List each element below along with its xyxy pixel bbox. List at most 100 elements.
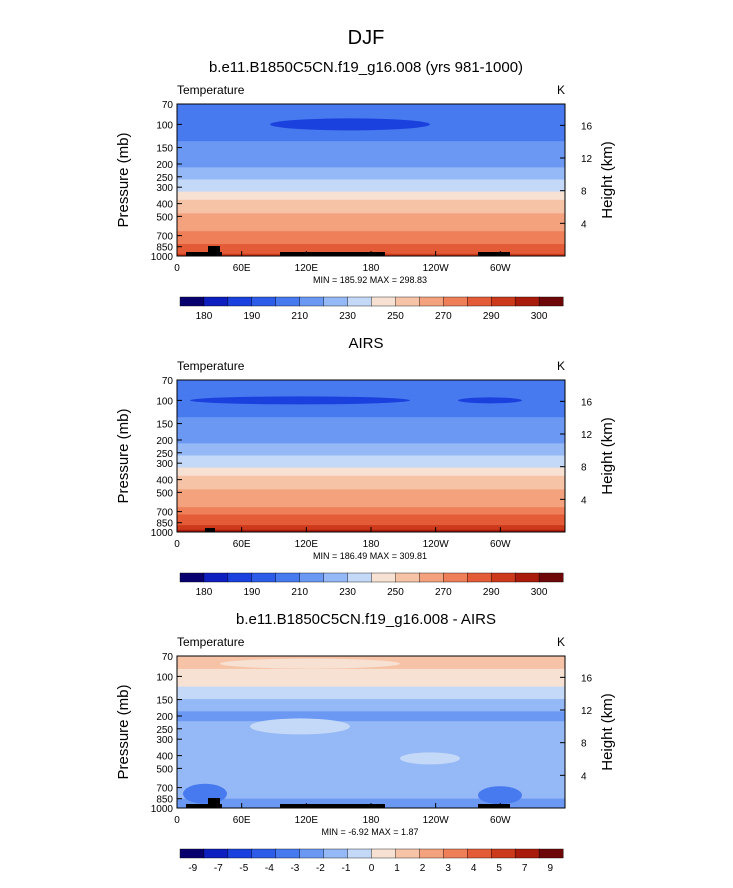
colorbar-swatch bbox=[395, 848, 420, 859]
colorbar-swatch bbox=[371, 572, 396, 583]
colorbar-label: 290 bbox=[483, 311, 500, 322]
y-tick-label: 300 bbox=[156, 183, 173, 194]
y-tick-label: 250 bbox=[156, 173, 173, 184]
contour-band bbox=[177, 436, 565, 444]
contour-band bbox=[177, 721, 565, 734]
contour-band bbox=[177, 238, 565, 245]
y-tick-label: 850 bbox=[156, 243, 173, 254]
x-tick-label: 0 bbox=[174, 539, 180, 550]
colorbar-swatch bbox=[275, 572, 301, 583]
colorbar-swatch bbox=[275, 848, 301, 859]
contour-band bbox=[177, 244, 565, 250]
y-right-tick-label: 8 bbox=[581, 739, 587, 750]
contour-band bbox=[177, 520, 565, 526]
chart-panel-3: b.e11.B1850C5CN.f19_g16.008 - AIRS Temper… bbox=[115, 611, 616, 874]
y-right-tick-label: 16 bbox=[581, 397, 593, 408]
colorbar-label: 1 bbox=[394, 863, 400, 874]
colorbar-label: 290 bbox=[483, 587, 500, 598]
contour-band bbox=[177, 221, 565, 232]
colorbar-swatch bbox=[323, 848, 349, 859]
contour-band bbox=[177, 385, 565, 397]
colorbar-swatch bbox=[179, 572, 205, 583]
colorbar-label: 3 bbox=[445, 863, 451, 874]
y-tick-label: 400 bbox=[156, 200, 173, 211]
y-right-tick-label: 16 bbox=[581, 121, 593, 132]
colorbar-swatch bbox=[371, 848, 396, 859]
y-tick-label: 100 bbox=[156, 672, 173, 683]
y-right-tick-label: 4 bbox=[581, 219, 587, 230]
colorbar-swatch bbox=[538, 572, 564, 583]
contour-band bbox=[177, 686, 565, 700]
tropopause-minimum bbox=[190, 396, 410, 405]
colorbar-label: -3 bbox=[290, 863, 299, 874]
min-max-stats: MIN = 186.49 MAX = 309.81 bbox=[313, 551, 427, 561]
x-tick-label: 120W bbox=[423, 815, 450, 826]
colorbar-swatch bbox=[467, 296, 492, 307]
contour-band bbox=[177, 711, 565, 722]
colorbar-swatch bbox=[347, 296, 372, 307]
y-tick-label: 200 bbox=[156, 436, 173, 447]
colorbar-swatch bbox=[538, 848, 564, 859]
colorbar-label: 300 bbox=[531, 587, 548, 598]
colorbar-swatch bbox=[514, 848, 540, 859]
colorbar-label: 7 bbox=[522, 863, 528, 874]
colorbar-label: 250 bbox=[387, 311, 404, 322]
field-label: Temperature bbox=[177, 359, 245, 373]
colorbar-swatch bbox=[538, 296, 564, 307]
x-tick-label: 60W bbox=[490, 815, 511, 826]
colorbar-label: 180 bbox=[196, 311, 213, 322]
colorbar-swatch bbox=[443, 296, 468, 307]
colorbar-label: 9 bbox=[547, 863, 553, 874]
units-label: K bbox=[557, 83, 565, 97]
contour-band bbox=[177, 184, 565, 193]
colorbar-swatch bbox=[251, 296, 277, 307]
units-label: K bbox=[557, 359, 565, 373]
min-max-stats: MIN = 185.92 MAX = 298.83 bbox=[313, 275, 427, 285]
chart-title: b.e11.B1850C5CN.f19_g16.008 - AIRS bbox=[236, 611, 496, 628]
y-axis-label: Pressure (mb) bbox=[115, 132, 132, 227]
colorbar-label: 180 bbox=[196, 587, 213, 598]
colorbar-swatch bbox=[251, 572, 277, 583]
contour-band bbox=[177, 405, 565, 418]
colorbar-swatch bbox=[299, 848, 325, 859]
colorbar-label: 4 bbox=[471, 863, 477, 874]
y-right-tick-label: 8 bbox=[581, 187, 587, 198]
colorbar-swatch bbox=[371, 296, 396, 307]
colorbar-swatch bbox=[179, 296, 205, 307]
y-tick-label: 400 bbox=[156, 752, 173, 763]
colorbar-label: -9 bbox=[188, 863, 197, 874]
contour-band bbox=[177, 151, 565, 161]
y-right-tick-label: 12 bbox=[581, 154, 593, 165]
y-tick-label: 700 bbox=[156, 508, 173, 519]
chart-title: AIRS bbox=[348, 335, 383, 352]
y-tick-label: 200 bbox=[156, 712, 173, 723]
colorbar-swatch bbox=[275, 296, 301, 307]
y-right-tick-label: 8 bbox=[581, 463, 587, 474]
colorbar-label: -4 bbox=[265, 863, 274, 874]
colorbar-label: 2 bbox=[420, 863, 426, 874]
plot-area bbox=[177, 104, 565, 256]
field-label: Temperature bbox=[177, 83, 245, 97]
contour-band bbox=[177, 747, 565, 763]
x-tick-label: 120E bbox=[295, 815, 319, 826]
colorbar-swatch bbox=[514, 572, 540, 583]
contour-band bbox=[177, 482, 565, 490]
y-right-axis-label: Height (km) bbox=[599, 417, 616, 495]
y-tick-label: 100 bbox=[156, 396, 173, 407]
colorbar-swatch bbox=[419, 848, 444, 859]
contour-band bbox=[177, 699, 565, 712]
contour-band bbox=[177, 417, 565, 429]
colorbar-label: 210 bbox=[291, 587, 308, 598]
colorbar-label: 270 bbox=[435, 311, 452, 322]
colorbar-swatch bbox=[299, 296, 325, 307]
y-axis-label: Pressure (mb) bbox=[115, 684, 132, 779]
contour-band bbox=[177, 199, 565, 208]
x-tick-label: 0 bbox=[174, 263, 180, 274]
contour-band bbox=[177, 231, 565, 240]
y-right-tick-label: 12 bbox=[581, 706, 593, 717]
colorbar-swatch bbox=[395, 572, 420, 583]
contour-band bbox=[177, 467, 565, 477]
y-right-axis-label: Height (km) bbox=[599, 141, 616, 219]
colorbar-swatch bbox=[514, 296, 540, 307]
contour-band bbox=[177, 762, 565, 777]
